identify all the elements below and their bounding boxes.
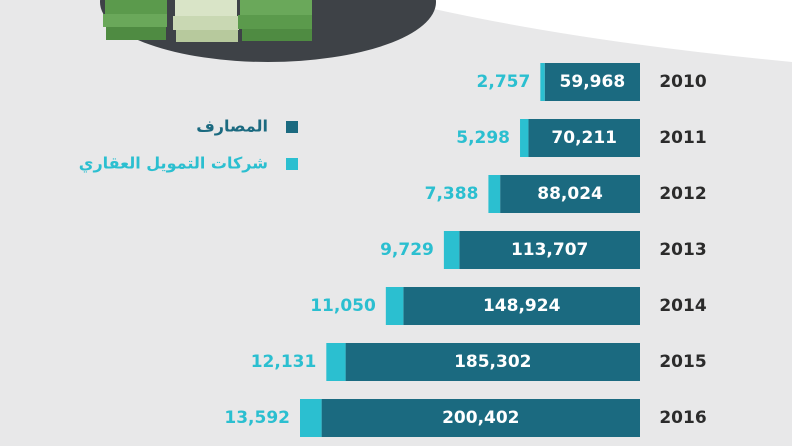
- bar-segment: [385, 287, 404, 325]
- value-label: 185,302: [454, 352, 531, 372]
- value-label: 12,131: [251, 352, 317, 372]
- year-label: 2015: [659, 352, 706, 372]
- legend-swatch: [286, 158, 298, 170]
- bar-segment: [540, 63, 545, 101]
- bar-segment: [443, 231, 460, 269]
- year-label: 2014: [659, 296, 706, 316]
- bar-segment: [459, 231, 640, 269]
- year-label: 2013: [659, 240, 706, 260]
- bar-segment: [488, 175, 501, 213]
- year-label: 2010: [659, 72, 706, 92]
- value-label: 7,388: [425, 184, 479, 204]
- top-curve: [395, 0, 792, 62]
- bar-segment: [520, 119, 529, 157]
- value-label: 200,402: [442, 408, 519, 428]
- value-label: 13,592: [224, 408, 290, 428]
- year-label: 2011: [659, 128, 706, 148]
- bar-segment: [326, 343, 346, 381]
- legend-label: المصارف: [196, 117, 268, 136]
- value-label: 2,757: [477, 72, 531, 92]
- value-label: 11,050: [310, 296, 376, 316]
- value-label: 59,968: [560, 72, 626, 92]
- value-label: 70,211: [551, 128, 617, 148]
- value-label: 148,924: [483, 296, 561, 316]
- value-label: 113,707: [511, 240, 588, 260]
- bar-segment: [500, 175, 640, 213]
- year-label: 2012: [659, 184, 706, 204]
- money-illustration: [103, 0, 312, 42]
- year-label: 2016: [659, 408, 706, 428]
- bar-segment: [321, 399, 640, 437]
- legend-label: شركات التمويل العقاري: [79, 154, 268, 174]
- value-label: 9,729: [380, 240, 434, 260]
- bar-segment: [403, 287, 640, 325]
- bar-segment: [345, 343, 640, 381]
- value-label: 5,298: [456, 128, 510, 148]
- bar-segment: [528, 119, 640, 157]
- legend-swatch: [286, 121, 298, 133]
- bar-segment: [544, 63, 640, 101]
- value-label: 88,024: [537, 184, 603, 204]
- bar-segment: [300, 399, 322, 437]
